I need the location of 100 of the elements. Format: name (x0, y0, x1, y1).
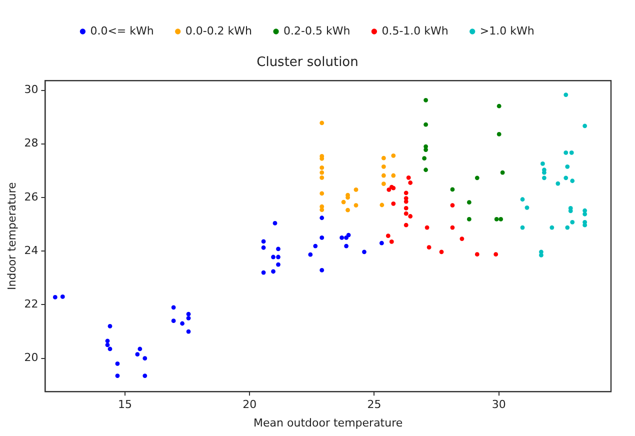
point (115, 374, 120, 378)
point (186, 316, 191, 320)
point (52, 295, 58, 300)
legend-label: 0.5-1.0 kWh (382, 24, 448, 38)
point (564, 176, 568, 180)
point (142, 356, 148, 361)
point (346, 232, 351, 238)
point (320, 170, 324, 175)
point (276, 246, 280, 252)
point (386, 234, 390, 238)
legend-label: 0.0-0.2 kWh (185, 24, 252, 38)
point (496, 132, 502, 136)
point (408, 214, 413, 218)
point (276, 262, 280, 267)
point (381, 182, 386, 186)
point (542, 176, 546, 180)
y-tick-label: 20 (24, 351, 38, 364)
point (570, 178, 575, 184)
point (424, 225, 430, 230)
point (320, 208, 324, 212)
point (466, 217, 472, 222)
y-tick-label: 22 (24, 298, 38, 311)
point (474, 176, 480, 180)
y-tick-label: 28 (24, 136, 38, 150)
point (404, 222, 408, 228)
point (520, 225, 525, 230)
point (406, 175, 411, 180)
point (424, 98, 428, 102)
point (354, 203, 358, 208)
point (389, 240, 394, 244)
point (494, 217, 499, 222)
point (344, 244, 348, 248)
point (261, 245, 266, 250)
point (308, 252, 313, 257)
point (450, 225, 455, 230)
point (105, 338, 110, 344)
point (340, 236, 344, 240)
point (341, 200, 346, 204)
point (271, 269, 276, 274)
point (142, 374, 148, 378)
point (570, 220, 575, 224)
point (460, 236, 464, 241)
point (346, 208, 350, 212)
point (186, 329, 191, 334)
point (404, 190, 408, 196)
point (261, 239, 266, 244)
point (380, 202, 384, 208)
point (426, 245, 432, 250)
point (60, 294, 65, 299)
y-tick-label: 26 (24, 190, 38, 204)
point (569, 150, 574, 155)
point (540, 162, 545, 166)
point (261, 270, 266, 275)
point (180, 321, 184, 326)
point (272, 221, 278, 226)
point (556, 181, 560, 186)
point (171, 305, 176, 310)
x-tick-label: 30 (492, 398, 506, 412)
point (276, 254, 280, 260)
legend-label: >1.0 kWh (480, 24, 534, 38)
point (422, 156, 427, 161)
point (354, 188, 358, 192)
point (386, 188, 392, 192)
point (105, 342, 110, 348)
chart-title: Cluster solution (256, 55, 358, 70)
y-tick-label: 30 (24, 83, 38, 96)
point (391, 153, 396, 158)
point (108, 346, 112, 352)
point (320, 175, 324, 180)
point (565, 164, 570, 169)
point (391, 201, 396, 206)
point (271, 254, 276, 260)
legend-label: 0.2-0.5 kWh (284, 24, 350, 38)
point (404, 206, 408, 210)
point (404, 211, 408, 216)
point (466, 200, 472, 205)
point (520, 197, 525, 202)
point (320, 216, 324, 220)
point (494, 252, 498, 257)
point (582, 124, 588, 128)
x-tick-label: 25 (367, 398, 382, 412)
point (171, 318, 176, 324)
point (379, 240, 384, 246)
point (313, 244, 318, 248)
point (424, 168, 428, 172)
point (439, 250, 444, 254)
point (496, 104, 502, 108)
point (108, 324, 112, 328)
point (381, 164, 386, 169)
point (362, 250, 366, 254)
point (582, 212, 588, 216)
point (320, 236, 324, 240)
point (524, 205, 530, 210)
point (138, 346, 142, 352)
point (320, 120, 324, 126)
point (500, 170, 505, 175)
point (381, 156, 386, 160)
point (450, 187, 455, 192)
x-tick-label: 15 (118, 398, 132, 412)
point (550, 225, 554, 230)
